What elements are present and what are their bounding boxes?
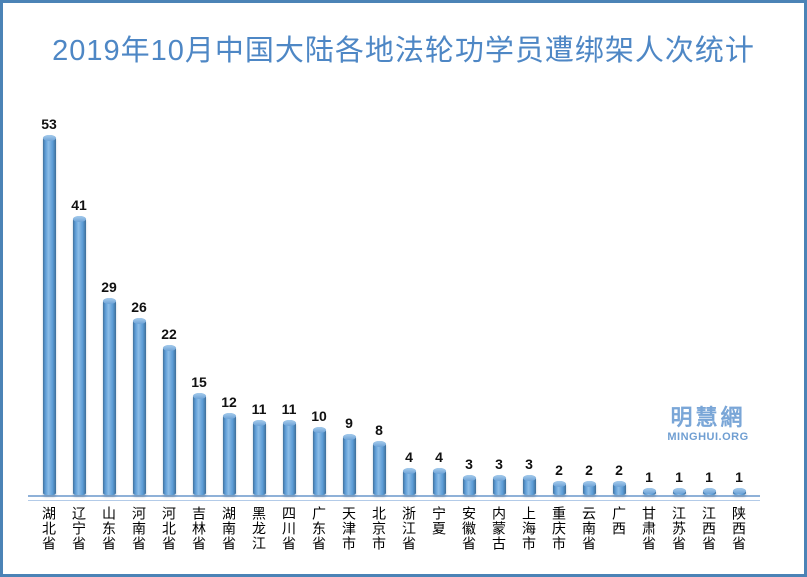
x-axis-category-label: 宁夏: [431, 506, 447, 536]
bar: [732, 488, 746, 495]
bar: [642, 488, 656, 495]
bar-value-label: 1: [735, 469, 743, 485]
bar: [402, 468, 416, 495]
bar-value-label: 41: [71, 197, 87, 213]
bar: [582, 481, 596, 495]
bar-value-label: 2: [585, 462, 593, 478]
x-axis-category-label: 安徽省: [461, 506, 477, 551]
bar-value-label: 2: [615, 462, 623, 478]
x-axis-category-label: 内蒙古: [491, 506, 507, 551]
x-axis-line: [28, 495, 760, 501]
bar-value-label: 3: [525, 456, 533, 472]
bar: [162, 345, 176, 495]
bar-value-label: 4: [405, 449, 413, 465]
x-axis-category-label: 河北省: [161, 506, 177, 551]
bar-value-label: 9: [345, 415, 353, 431]
bar-value-label: 3: [495, 456, 503, 472]
bar: [222, 413, 236, 495]
x-axis-category-label: 吉林省: [191, 506, 207, 551]
bar: [252, 420, 266, 495]
bar-value-label: 11: [251, 401, 267, 417]
x-axis-category-label: 湖北省: [41, 506, 57, 551]
bar: [552, 481, 566, 495]
bar: [312, 427, 326, 495]
bar: [132, 318, 146, 495]
x-axis-category-label: 天津市: [341, 506, 357, 551]
x-axis-category-label: 陕西省: [731, 506, 747, 551]
bar-value-label: 26: [131, 299, 147, 315]
x-axis-category-label: 上海市: [521, 506, 537, 551]
watermark-logo-text: 明慧網: [670, 405, 746, 430]
x-axis-category-label: 广东省: [311, 506, 327, 551]
bar-value-label: 4: [435, 449, 443, 465]
bar: [42, 135, 56, 495]
bar-value-label: 29: [101, 279, 117, 295]
bar: [522, 475, 536, 495]
bar: [492, 475, 506, 495]
bar-value-label: 22: [161, 326, 177, 342]
x-axis-category-label: 重庆市: [551, 506, 567, 551]
x-axis-category-label: 北京市: [371, 506, 387, 551]
x-axis-category-label: 江苏省: [671, 506, 687, 551]
x-axis-category-label: 黑龙江: [251, 506, 267, 551]
bar-value-label: 3: [465, 456, 473, 472]
x-axis-category-label: 湖南省: [221, 506, 237, 551]
plot-area: 53 41 29 26 22 15 12 11 11 10 9 8 4 4 3 3 3 2 2 2 1 1 1 1 湖北省 辽宁…: [3, 3, 804, 574]
x-axis-category-label: 四川省: [281, 506, 297, 551]
bar-value-label: 1: [645, 469, 653, 485]
minghui-watermark: 明慧網 MINGHUI.ORG: [655, 405, 761, 444]
watermark-site-text: MINGHUI.ORG: [667, 431, 749, 443]
x-axis-category-label: 山东省: [101, 506, 117, 551]
bar: [282, 420, 296, 495]
bar-value-label: 11: [281, 401, 297, 417]
bar: [192, 393, 206, 495]
bar-value-label: 1: [705, 469, 713, 485]
bar: [462, 475, 476, 495]
x-axis-category-label: 甘肃省: [641, 506, 657, 551]
x-axis-category-label: 辽宁省: [71, 506, 87, 551]
bar: [672, 488, 686, 495]
bar: [102, 298, 116, 495]
bar-value-label: 53: [41, 116, 57, 132]
x-axis-category-label: 河南省: [131, 506, 147, 551]
bar-value-label: 2: [555, 462, 563, 478]
chart-title: 2019年10月中国大陆各地法轮功学员遭绑架人次统计: [52, 35, 755, 67]
bar-value-label: 1: [675, 469, 683, 485]
x-axis-category-label: 江西省: [701, 506, 717, 551]
x-axis-category-label: 浙江省: [401, 506, 417, 551]
bar: [702, 488, 716, 495]
x-axis-category-label: 广西: [611, 506, 627, 536]
bar: [372, 441, 386, 495]
bar-value-label: 8: [375, 422, 383, 438]
bar: [432, 468, 446, 495]
bar: [72, 216, 86, 495]
bar-value-label: 15: [191, 374, 207, 390]
bar-value-label: 10: [311, 408, 327, 424]
bar: [612, 481, 626, 495]
bar: [342, 434, 356, 495]
bar-value-label: 12: [221, 394, 237, 410]
x-axis-category-label: 云南省: [581, 506, 597, 551]
